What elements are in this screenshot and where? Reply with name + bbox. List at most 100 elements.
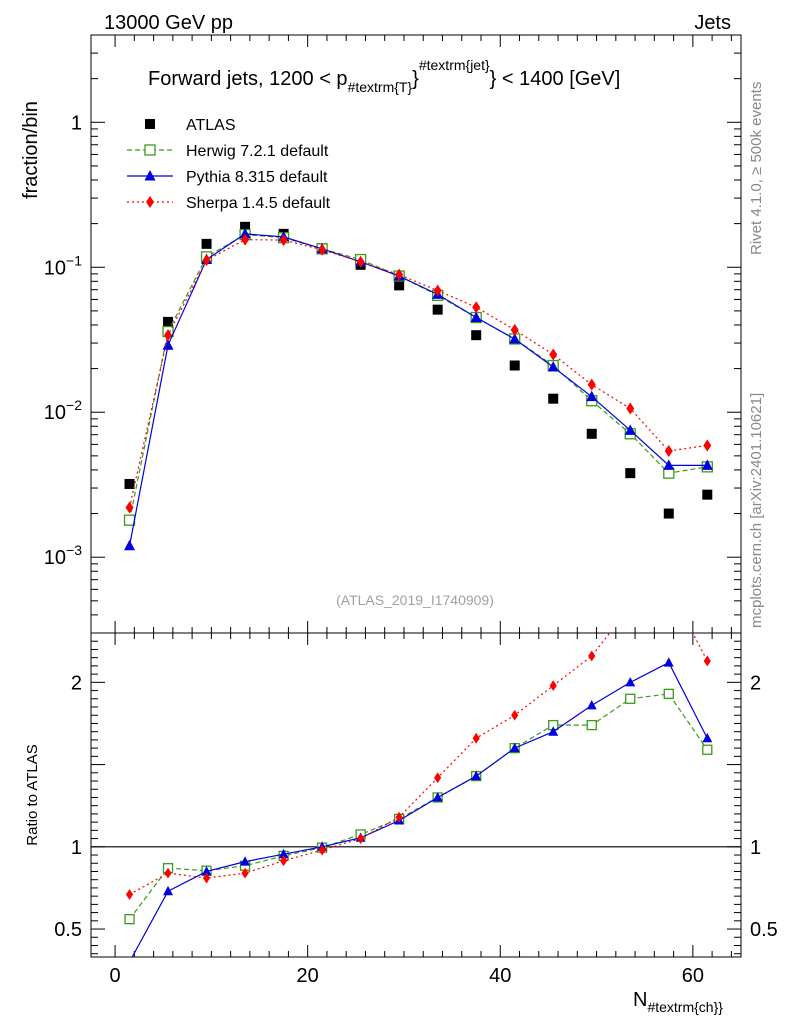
sherpa-point — [356, 255, 365, 268]
sherpa-point — [279, 234, 288, 247]
sherpa-line-top — [128, 239, 708, 508]
sherpa-point — [587, 378, 596, 391]
top-series-layer — [123, 221, 713, 551]
x-tick-label: 0 — [110, 965, 121, 987]
header-left: 13000 GeV pp — [104, 12, 233, 34]
chart-title-brace: } — [412, 68, 419, 90]
atlas-point — [394, 280, 405, 291]
atlas-point — [702, 489, 713, 500]
herwig-line-top — [128, 233, 708, 521]
chart-title-suffix: } < 1400 [GeV] — [490, 68, 621, 90]
sherpa-ratio-point — [511, 709, 519, 721]
pythia-ratio-point — [702, 732, 713, 743]
y-tick-label-top: 10−3 — [44, 542, 82, 569]
sherpa-ratio-point — [357, 833, 365, 844]
sherpa-ratio-point — [125, 889, 134, 900]
pythia-ratio-point — [586, 699, 597, 710]
sherpa-point — [125, 501, 134, 514]
sherpa-ratio-point — [627, 601, 634, 612]
herwig-ratio-point — [702, 744, 713, 755]
atlas-point — [201, 238, 212, 249]
sherpa-point — [664, 445, 673, 458]
y-tick-label-bottom: 2 — [71, 672, 82, 694]
sherpa-point — [510, 323, 519, 336]
y-tick-label-top: 10−2 — [44, 397, 82, 424]
pythia-ratio-point — [278, 848, 289, 859]
y-tick-base: 10 — [44, 547, 66, 569]
sherpa-ratio-point — [703, 655, 711, 667]
legend: ATLAS Herwig 7.2.1 default Pythia 8.315 de… — [127, 117, 331, 212]
sherpa-ratio-point — [241, 867, 249, 879]
legend-marker-atlas — [145, 119, 155, 129]
y-axis-label-bottom: Ratio to ATLAS — [24, 744, 41, 845]
atlas-point — [625, 468, 636, 479]
x-tick-label: 40 — [489, 965, 511, 987]
sherpa-ratio-point — [472, 732, 480, 744]
y-tick-base: 1 — [71, 112, 82, 134]
y-tick-base: 10 — [44, 402, 66, 424]
herwig-line-ratio — [129, 693, 708, 920]
pythia-point — [624, 424, 636, 435]
herwig-ratio-point — [586, 719, 597, 731]
herwig-point — [123, 514, 136, 526]
header-right: Jets — [694, 12, 731, 34]
y-tick-exp: −2 — [66, 397, 82, 413]
sherpa-point — [549, 348, 558, 361]
pythia-ratio-point — [663, 657, 674, 667]
y-tick-base: 10 — [44, 257, 66, 279]
pythia-point — [509, 332, 521, 344]
pythia-line-ratio — [131, 661, 708, 957]
y-axis-label-top: fraction/bin — [20, 101, 42, 199]
y-tick-exp: −3 — [66, 542, 82, 558]
y-tick-exp: −1 — [66, 252, 82, 268]
sherpa-ratio-point — [588, 650, 596, 662]
legend-label-pythia: Pythia 8.315 default — [186, 169, 328, 186]
pythia-ratio-point — [548, 726, 559, 736]
sherpa-ratio-point — [279, 855, 288, 867]
legend-label-atlas: ATLAS — [186, 117, 236, 134]
chart-title-sup: #textrm{jet} — [419, 57, 490, 73]
herwig-ratio-point — [124, 914, 135, 925]
atlas-point — [471, 330, 482, 341]
legend-marker-pythia — [144, 170, 156, 181]
legend-marker-herwig — [144, 144, 156, 156]
sherpa-ratio-point — [164, 867, 172, 879]
herwig-ratio-point — [625, 693, 636, 704]
x-axis-label-sub: #textrm{ch}} — [647, 999, 723, 1015]
atlas-point — [509, 360, 520, 371]
pythia-ratio-point — [432, 792, 443, 802]
ratio-panel: 0 20 40 60 0.5 0.5 1 1 2 2 — [54, 632, 778, 987]
x-axis-label-main: N — [633, 989, 647, 1011]
atlas-point — [663, 508, 674, 519]
mcplots-label: mcplots.cern.ch [arXiv:2401.10621] — [748, 393, 765, 628]
chart-title: Forward jets, 1200 < p#textrm{T}}#textrm… — [148, 57, 620, 95]
x-axis-label: N#textrm{ch}} — [633, 989, 723, 1015]
pythia-point — [239, 227, 251, 239]
x-tick-label: 20 — [297, 965, 319, 987]
pythia-ratio-point — [240, 856, 251, 866]
pythia-point — [663, 459, 675, 470]
pythia-point — [701, 459, 713, 470]
atlas-point — [586, 428, 597, 439]
sherpa-point — [395, 268, 404, 281]
legend-label-sherpa: Sherpa 1.4.5 default — [186, 195, 331, 212]
atlas-point — [163, 316, 174, 327]
legend-label-herwig: Herwig 7.2.1 default — [186, 143, 329, 160]
atlas-point — [240, 221, 251, 232]
ratio-series-layer — [124, 582, 713, 957]
atlas-point — [432, 304, 443, 315]
sherpa-point — [433, 284, 442, 297]
x-tick-label: 60 — [682, 965, 704, 987]
watermark: (ATLAS_2019_I1740909) — [336, 592, 494, 608]
pythia-point — [586, 390, 598, 402]
pythia-ratio-point — [129, 956, 130, 957]
sherpa-point — [318, 243, 327, 256]
pythia-ratio-point — [471, 770, 482, 781]
pythia-point — [162, 339, 174, 350]
pythia-ratio-point — [163, 885, 173, 896]
herwig-ratio-point — [663, 688, 674, 700]
sherpa-ratio-point — [665, 582, 672, 593]
y-tick-label-bottom-right: 0.5 — [750, 919, 778, 941]
y-tick-label-bottom-right: 2 — [750, 672, 761, 694]
